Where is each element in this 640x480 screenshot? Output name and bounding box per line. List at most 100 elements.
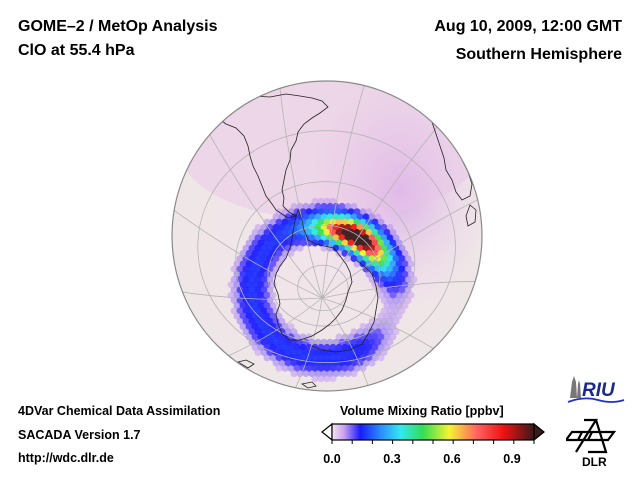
- clo-pixel: [296, 349, 304, 357]
- clo-pixel: [386, 244, 394, 252]
- clo-pixel: [239, 260, 247, 268]
- clo-pixel: [254, 276, 262, 283]
- clo-pixel: [338, 370, 346, 377]
- clo-pixel: [347, 364, 355, 372]
- clo-pixel: [248, 234, 256, 242]
- clo-pixel: [272, 328, 280, 336]
- clo-pixel: [272, 338, 280, 346]
- clo-pixel: [269, 239, 277, 247]
- clo-pixel: [383, 249, 391, 257]
- clo-pixel: [389, 249, 397, 257]
- clo-pixel: [329, 375, 337, 383]
- clo-pixel: [251, 281, 259, 289]
- clo-pixel: [347, 239, 355, 247]
- clo-pixel: [362, 349, 370, 357]
- clo-pixel: [395, 302, 403, 310]
- clo-pixel: [347, 208, 355, 216]
- clo-pixel: [377, 229, 385, 236]
- clo-pixel: [302, 370, 310, 377]
- globe-outline: [171, 80, 483, 392]
- clo-pixel: [230, 286, 238, 294]
- clo-pixel: [284, 359, 292, 367]
- clo-pixel: [389, 291, 397, 299]
- colorbar-extend-max: [533, 422, 545, 442]
- clo-pixel: [329, 343, 337, 351]
- clo-pixel: [380, 338, 388, 346]
- clo-pixel: [377, 354, 385, 362]
- clo-pixel: [266, 234, 274, 242]
- clo-pixel: [365, 354, 373, 362]
- clo-pixel: [359, 343, 367, 351]
- clo-pixel: [311, 239, 319, 247]
- clo-pixel: [272, 359, 280, 367]
- coastline-island-2: [300, 381, 317, 389]
- riu-logo-text: RIU: [582, 380, 616, 401]
- clo-pixel: [299, 208, 307, 216]
- clo-pixel: [290, 338, 298, 346]
- clo-pixel: [389, 270, 397, 278]
- clo-pixel: [245, 260, 253, 268]
- clo-pixel: [374, 317, 382, 325]
- clo-pixel: [239, 270, 247, 278]
- clo-pixel: [263, 249, 271, 257]
- clo-pixel: [242, 286, 250, 294]
- clo-pixel: [308, 370, 316, 377]
- meridian-line: [321, 185, 482, 299]
- clo-pixel: [254, 234, 262, 242]
- clo-pixel: [236, 307, 244, 315]
- clo-pixel: [398, 255, 406, 263]
- clo-pixel: [365, 249, 373, 257]
- clo-pixel: [362, 244, 370, 252]
- clo-pixel: [245, 281, 253, 289]
- clo-pixel: [275, 229, 283, 236]
- clo-pixel: [311, 208, 319, 216]
- clo-pixel: [263, 270, 271, 278]
- clo-pixel: [359, 208, 367, 216]
- clo-pixel: [254, 223, 262, 231]
- clo-pixel: [284, 328, 292, 336]
- clo-pixel: [275, 333, 283, 341]
- clo-pixel: [302, 349, 310, 357]
- clo-pixel: [356, 255, 364, 263]
- clo-pixel: [347, 333, 355, 341]
- clo-pixel: [407, 270, 415, 278]
- clo-pixel: [323, 364, 331, 372]
- clo-pixel: [362, 223, 370, 231]
- clo-pixel: [392, 296, 400, 304]
- clo-pixel: [272, 213, 280, 221]
- clo-pixel: [317, 364, 325, 372]
- clo-pixel: [269, 343, 277, 351]
- clo-pixel: [257, 291, 265, 299]
- footer-url[interactable]: http://wdc.dlr.de: [18, 451, 114, 465]
- clo-pixel: [392, 286, 400, 294]
- clo-pixel: [260, 234, 268, 242]
- clo-pixel: [269, 302, 277, 310]
- clo-pixel: [260, 276, 268, 283]
- river-icon: [567, 397, 625, 403]
- clo-pixel: [389, 229, 397, 236]
- clo-pixel: [278, 349, 286, 357]
- clo-pixel: [404, 265, 412, 273]
- clo-pixel: [350, 234, 358, 242]
- clo-pixel: [326, 202, 334, 210]
- clo-pixel: [308, 234, 316, 242]
- clo-pixel: [380, 244, 388, 252]
- clo-pixel: [266, 244, 274, 252]
- clo-pixel: [299, 239, 307, 247]
- clo-pixel: [242, 307, 250, 315]
- clo-pixel: [284, 244, 292, 252]
- clo-pixel: [353, 229, 361, 236]
- clo-pixel: [269, 333, 277, 341]
- clo-pixel: [239, 323, 247, 330]
- clo-pixel: [341, 218, 349, 226]
- clo-pixel: [362, 213, 370, 221]
- species-level-title: ClO at 55.4 hPa: [18, 42, 135, 59]
- clo-pixel: [287, 249, 295, 257]
- clo-pixel: [344, 234, 352, 242]
- clo-pixel: [290, 202, 298, 210]
- clo-pixel: [296, 234, 304, 242]
- clo-pixel: [284, 223, 292, 231]
- clo-pixel: [374, 338, 382, 346]
- clo-pixel: [251, 229, 259, 236]
- clo-pixel: [308, 213, 316, 221]
